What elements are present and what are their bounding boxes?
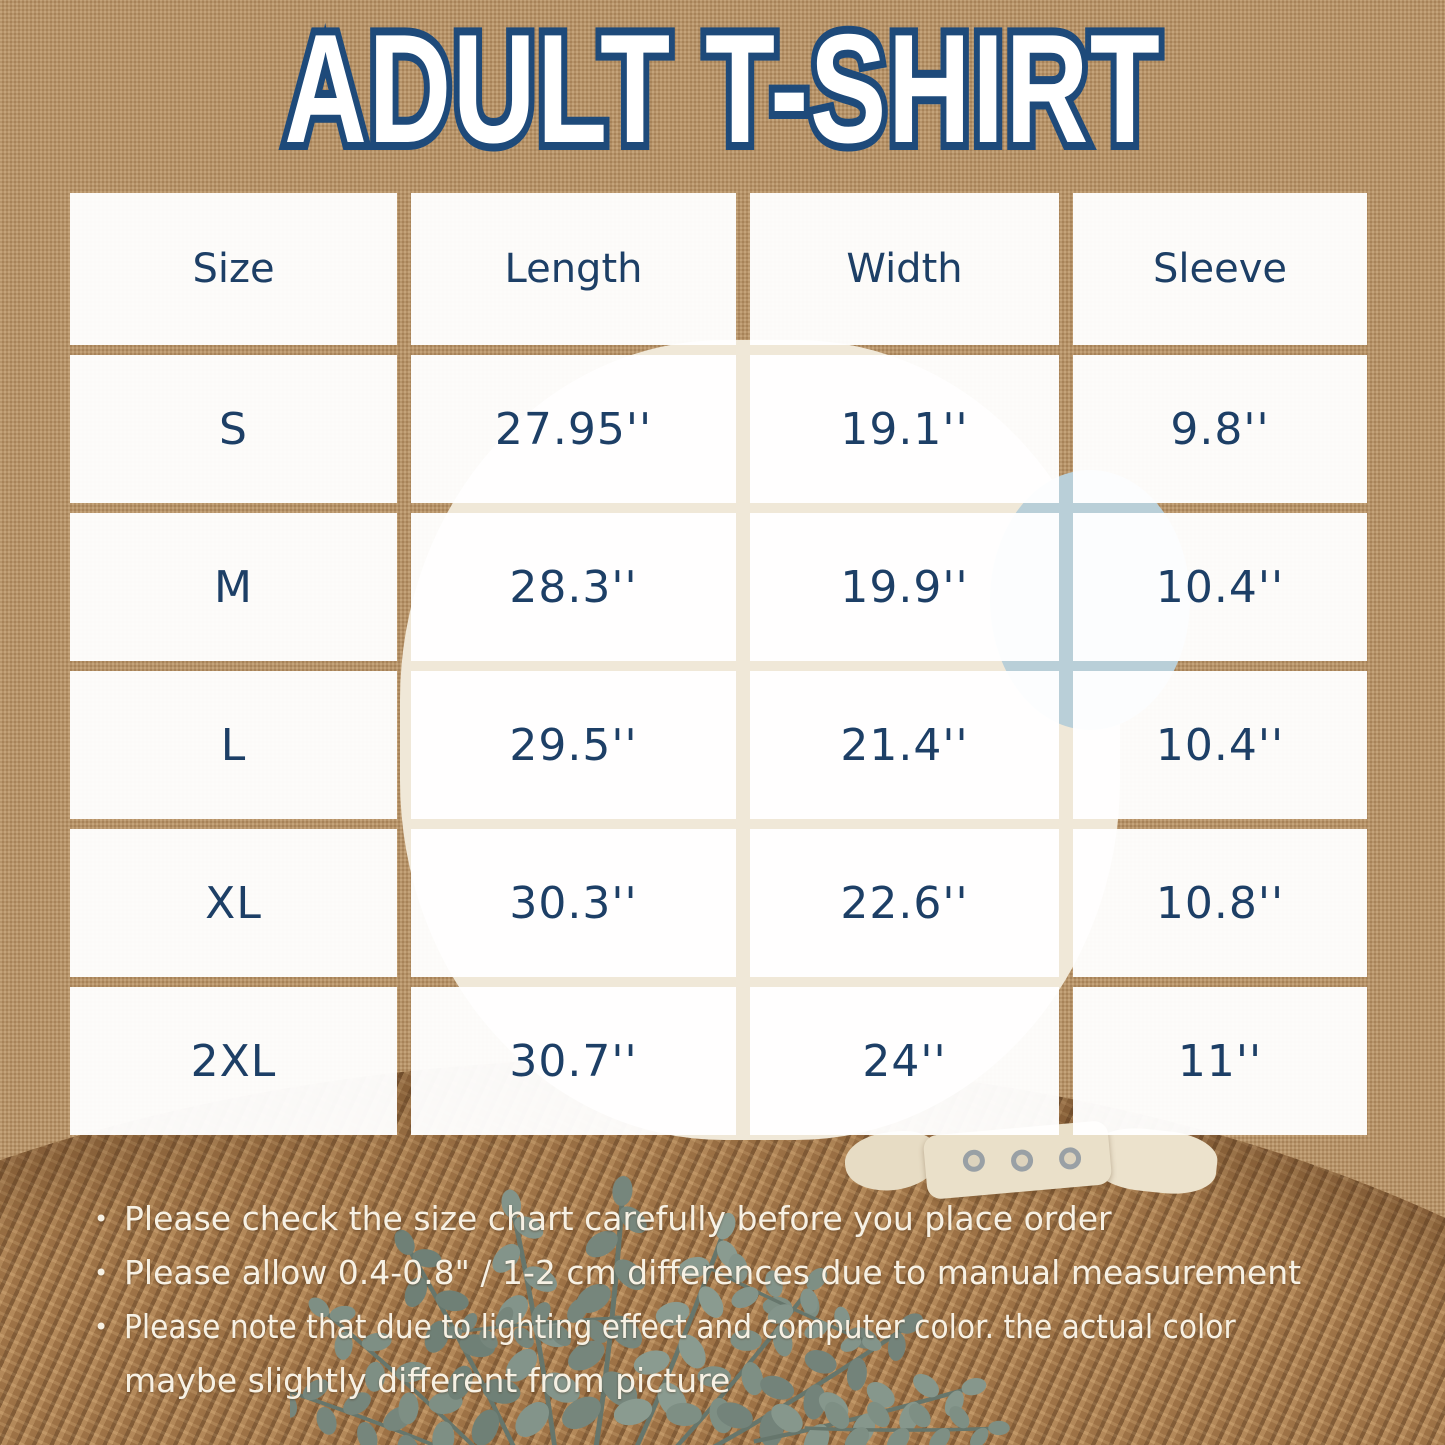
column-header-size: Size <box>70 193 397 345</box>
note-item: • Please allow 0.4-0.8" / 1-2 cm differe… <box>94 1246 1404 1300</box>
cell-xl-width: 22.6'' <box>750 829 1059 977</box>
page-title-outline: ADULT T-SHIRT <box>278 0 1166 179</box>
cell-xl-size: XL <box>70 829 397 977</box>
snap-button-icon <box>1010 1148 1034 1173</box>
note-text: Please allow 0.4-0.8" / 1-2 cm differenc… <box>124 1253 1302 1292</box>
cell-s-size: S <box>70 355 397 503</box>
column-header-sleeve: Sleeve <box>1073 193 1367 345</box>
cell-m-width: 19.9'' <box>750 513 1059 661</box>
cell-m-size: M <box>70 513 397 661</box>
bullet-icon: • <box>94 1313 109 1341</box>
cell-xl-sleeve: 10.8'' <box>1073 829 1367 977</box>
snap-button-icon <box>1058 1146 1082 1171</box>
cell-m-sleeve: 10.4'' <box>1073 513 1367 661</box>
notes-list: • Please check the size chart carefully … <box>94 1192 1404 1408</box>
bullet-icon: • <box>94 1205 109 1233</box>
cell-s-width: 19.1'' <box>750 355 1059 503</box>
note-text: Please note that due to lighting effect … <box>124 1307 1236 1346</box>
cell-l-size: L <box>70 671 397 819</box>
bullet-icon: • <box>94 1259 109 1287</box>
column-header-length: Length <box>411 193 736 345</box>
note-item: • Please check the size chart carefully … <box>94 1192 1404 1246</box>
note-item: • Please note that due to lighting effec… <box>94 1300 1404 1408</box>
cell-l-sleeve: 10.4'' <box>1073 671 1367 819</box>
cell-2xl-size: 2XL <box>70 987 397 1135</box>
cell-s-sleeve: 9.8'' <box>1073 355 1367 503</box>
column-header-width: Width <box>750 193 1059 345</box>
cell-m-length: 28.3'' <box>411 513 736 661</box>
cell-s-length: 27.95'' <box>411 355 736 503</box>
size-chart-table: Size Length Width Sleeve S 27.95'' 19.1'… <box>70 193 1367 1135</box>
page-title: ADULT T-SHIRT ADULT T-SHIRT <box>0 0 1445 179</box>
cell-l-width: 21.4'' <box>750 671 1059 819</box>
page-title-text: ADULT T-SHIRT <box>283 2 1162 175</box>
cell-xl-length: 30.3'' <box>411 829 736 977</box>
cell-2xl-sleeve: 11'' <box>1073 987 1367 1135</box>
cell-2xl-width: 24'' <box>750 987 1059 1135</box>
note-text: maybe slightly different from picture <box>124 1361 731 1400</box>
cell-l-length: 29.5'' <box>411 671 736 819</box>
note-text: Please check the size chart carefully be… <box>124 1199 1112 1238</box>
cell-2xl-length: 30.7'' <box>411 987 736 1135</box>
